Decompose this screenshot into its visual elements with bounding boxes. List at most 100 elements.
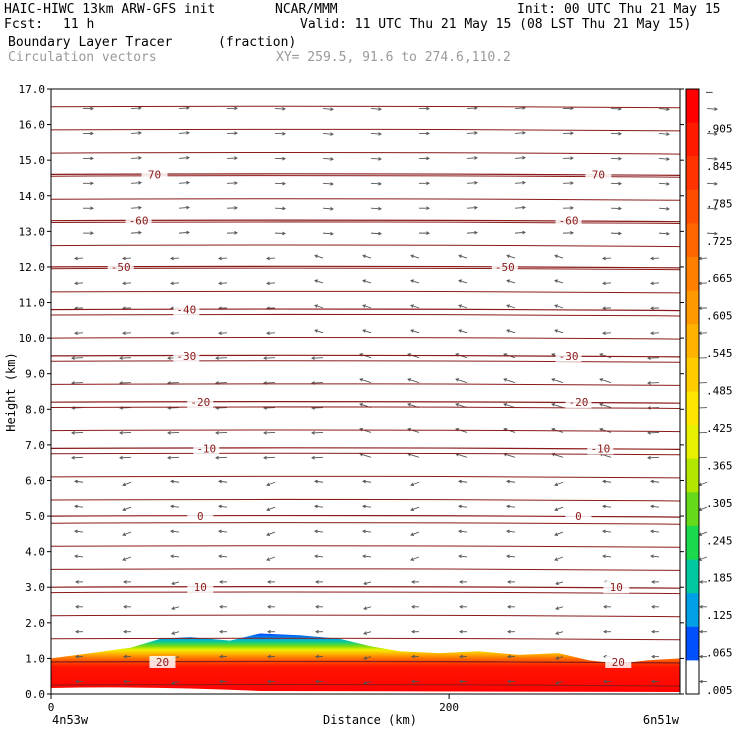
wind-vector xyxy=(602,281,612,286)
wind-vector xyxy=(215,430,228,435)
colorbar-swatch xyxy=(686,391,699,426)
colorbar-swatch xyxy=(686,458,699,493)
wind-vector xyxy=(658,157,670,161)
forecast-hour: 11 h xyxy=(63,17,95,32)
wind-vector xyxy=(458,279,468,284)
wind-vector xyxy=(130,205,142,210)
wind-vector xyxy=(75,580,83,584)
wind-vector xyxy=(551,403,564,408)
wind-vector xyxy=(363,656,372,660)
labeled-contour xyxy=(50,660,681,664)
colorbar-swatch xyxy=(686,525,699,560)
wind-vector xyxy=(562,231,574,235)
wind-vector xyxy=(551,378,564,384)
init-time: Init: 00 UTC Thu 21 May 15 xyxy=(517,2,721,17)
colorbar-label: .245 xyxy=(706,534,733,547)
wind-vector xyxy=(314,254,324,259)
wind-vector xyxy=(226,206,238,210)
contour-label: -50 xyxy=(111,261,131,274)
wind-vector xyxy=(119,356,132,360)
wind-vector xyxy=(170,554,180,559)
wind-vector xyxy=(602,529,612,534)
labeled-contour xyxy=(50,308,681,312)
contour-label: 70 xyxy=(592,168,605,181)
wind-vector xyxy=(314,529,324,534)
wind-vector xyxy=(706,132,718,136)
contour-line xyxy=(50,545,681,548)
wind-vector xyxy=(506,329,516,334)
wind-vector xyxy=(555,581,564,585)
wind-vector xyxy=(226,156,238,160)
wind-vector xyxy=(362,529,372,534)
wind-vector xyxy=(178,230,190,235)
wind-vector xyxy=(263,356,276,360)
contour-label: 70 xyxy=(148,168,161,181)
wind-vector xyxy=(506,554,516,559)
wind-vector xyxy=(122,281,132,286)
contour-line xyxy=(50,568,681,571)
y-tick-label: 12.0 xyxy=(19,261,46,274)
wind-vector xyxy=(602,554,612,559)
wind-vector xyxy=(651,580,659,584)
wind-vector xyxy=(503,403,516,408)
wind-vector xyxy=(171,681,180,685)
wind-vector xyxy=(322,231,334,236)
wind-vector xyxy=(170,281,180,286)
wind-vector xyxy=(554,279,564,284)
wind-vector xyxy=(74,281,84,286)
wind-vector xyxy=(602,256,612,261)
wind-vector xyxy=(650,331,660,335)
colorbar-swatch xyxy=(686,257,699,292)
contour-line xyxy=(50,684,681,687)
wind-vector xyxy=(71,455,84,460)
wind-vector xyxy=(274,231,286,236)
contour-line xyxy=(50,452,681,456)
labeled-contour xyxy=(50,265,681,269)
contour-label: -20 xyxy=(569,396,589,409)
wind-vector xyxy=(610,181,622,186)
wind-vector xyxy=(410,506,420,512)
wind-vector xyxy=(603,679,611,684)
wind-vector xyxy=(266,481,276,487)
wind-vector xyxy=(263,430,276,435)
wind-vector xyxy=(610,206,622,211)
colorbar-label: .365 xyxy=(706,459,733,472)
wind-vector xyxy=(75,679,83,684)
wind-vector xyxy=(602,504,612,509)
wind-vector xyxy=(274,206,286,211)
colorbar-swatch xyxy=(686,660,699,695)
wind-vector xyxy=(171,631,180,635)
wind-vector xyxy=(74,256,84,261)
colorbar-swatch xyxy=(686,89,699,124)
terrain xyxy=(51,687,680,694)
model-title: HAIC-HIWC 13km ARW-GFS init xyxy=(4,2,216,17)
wind-vector xyxy=(562,206,574,210)
wind-vector xyxy=(322,107,334,111)
wind-vector xyxy=(506,504,516,509)
colorbar-swatch xyxy=(686,189,699,224)
y-tick-label: 8.0 xyxy=(25,403,45,416)
wind-vector xyxy=(650,504,660,509)
wind-vector xyxy=(322,182,334,186)
wind-vector xyxy=(119,455,132,460)
wind-vector xyxy=(706,107,718,111)
contour-label: -30 xyxy=(176,350,196,363)
wind-vector xyxy=(455,378,468,384)
wind-vector xyxy=(458,504,468,509)
contour-line xyxy=(50,637,681,641)
contour-label: -60 xyxy=(559,215,579,228)
wind-vector xyxy=(274,131,286,136)
colorbar-label: .725 xyxy=(706,235,733,248)
y-tick-label: 11.0 xyxy=(19,297,46,310)
wind-vector xyxy=(554,329,564,334)
wind-vector xyxy=(514,205,526,210)
wind-vector xyxy=(418,156,430,161)
wind-vector xyxy=(599,378,612,384)
wind-vector xyxy=(562,181,574,185)
colorbar-swatch xyxy=(686,324,699,359)
contour-line xyxy=(50,475,681,479)
wind-vector xyxy=(699,580,707,584)
wind-vector xyxy=(599,353,612,359)
wind-vector xyxy=(514,230,526,235)
wind-vector xyxy=(219,654,227,659)
